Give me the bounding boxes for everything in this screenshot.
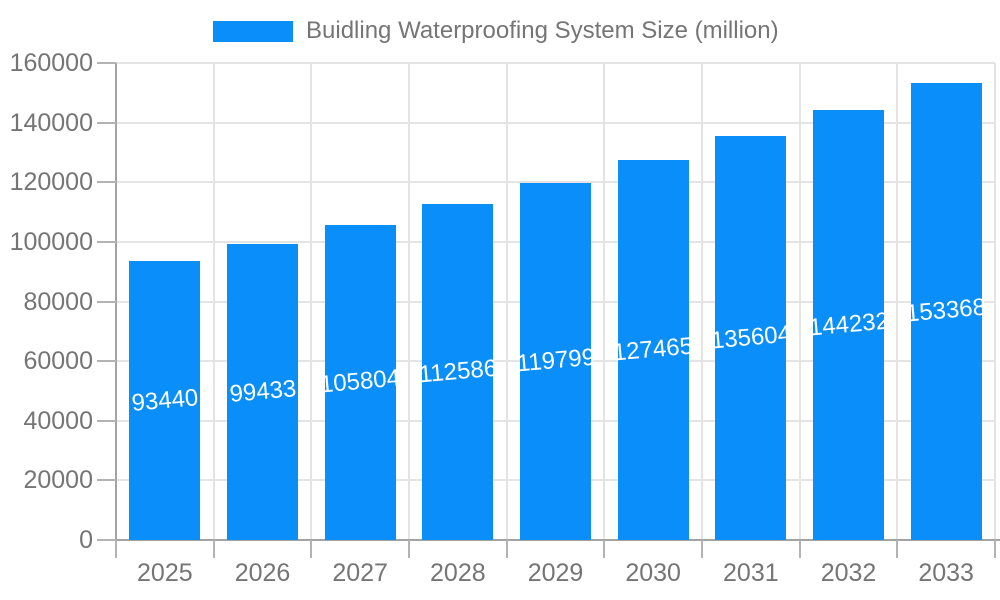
x-axis-label-2033: 2033 [918,559,974,587]
y-axis-tick [97,419,116,422]
legend[interactable]: Buidling Waterproofing System Size (mill… [213,17,779,45]
x-axis-line [97,539,1000,541]
y-axis-tick-label: 120000 [9,168,93,197]
bar-2025 [129,261,201,540]
x-axis-tick [798,540,801,558]
y-axis-tick [97,62,116,64]
gridline-vertical [701,63,703,540]
y-axis-tick-label: 140000 [9,108,93,137]
bar-2029 [520,182,591,540]
gridline-horizontal [116,121,995,124]
y-axis-tick [97,121,116,124]
y-axis-tick-label: 100000 [9,227,93,256]
bar-2032 [813,110,884,540]
y-axis-tick [97,300,116,303]
gridline-vertical [310,63,313,540]
x-axis-tick [994,540,996,558]
gridline-vertical [994,63,996,540]
bar-2027 [324,224,396,540]
x-axis-tick [896,540,899,558]
gridline-vertical [798,63,801,540]
gridline-vertical [505,63,508,540]
legend-swatch [213,20,293,42]
gridline-horizontal [116,62,995,64]
x-axis-tick [603,540,606,558]
bar-2031 [715,135,787,540]
bar-2033 [910,82,982,540]
y-axis-tick-label: 40000 [23,406,93,435]
x-axis-tick [310,540,313,558]
gridline-vertical [408,63,410,540]
gridline-horizontal [116,181,995,184]
x-axis-tick [212,540,215,558]
x-axis-label-2026: 2026 [234,559,291,587]
y-axis-line [115,63,117,558]
x-axis-tick [505,540,508,558]
x-axis-label-2027: 2027 [332,559,388,587]
x-axis-tick [701,540,703,558]
legend-label: Buidling Waterproofing System Size (mill… [306,17,779,44]
y-axis-tick [97,539,116,541]
gridline-vertical [212,63,215,540]
y-axis-tick-label: 80000 [23,287,93,316]
x-axis-label-2032: 2032 [820,559,877,587]
y-axis-tick [97,360,116,363]
x-axis-tick [408,540,410,558]
y-axis-tick-label: 0 [79,526,93,554]
y-axis-tick-label: 60000 [23,347,93,376]
x-axis-label-2029: 2029 [527,559,584,587]
y-axis-tick [97,240,116,243]
x-axis-label-2031: 2031 [723,559,779,587]
gridline-vertical [896,63,899,540]
bar-2026 [227,243,298,540]
y-axis-tick [97,181,116,184]
y-axis-tick-label: 20000 [23,466,93,495]
y-axis-tick-label: 160000 [9,49,93,77]
gridline-vertical [603,63,606,540]
x-axis-label-2028: 2028 [430,559,486,587]
x-axis-label-2025: 2025 [137,559,193,587]
x-axis-label-2030: 2030 [625,559,681,587]
y-axis-tick [97,479,116,482]
x-axis-tick [115,540,117,558]
bar-2030 [617,159,689,540]
bar-2028 [422,204,494,540]
